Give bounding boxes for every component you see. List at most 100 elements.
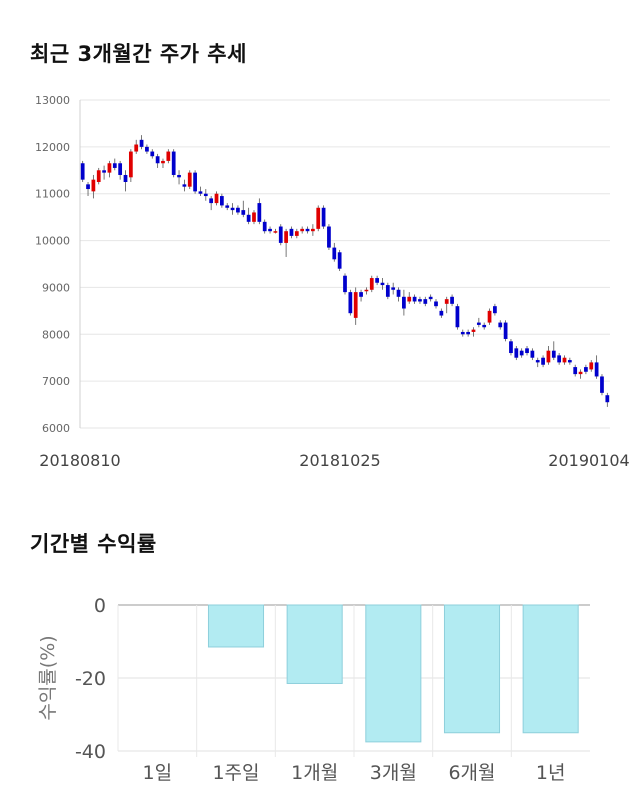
candle-body — [348, 292, 353, 314]
candle-body — [455, 306, 460, 328]
candle-body — [278, 226, 283, 243]
candle-body — [578, 371, 583, 375]
y-tick-label: 6000 — [42, 422, 70, 435]
candle-body — [594, 362, 599, 377]
candle-body — [273, 231, 278, 233]
candle-body — [503, 322, 508, 339]
candle-body — [128, 151, 133, 178]
candle-body — [444, 299, 449, 304]
candle-body — [519, 350, 524, 356]
candle-body — [530, 350, 535, 358]
candle-body — [230, 207, 235, 211]
return-bar — [207, 604, 265, 648]
candle-body — [112, 163, 117, 168]
return-bar — [286, 604, 343, 684]
candle-body — [562, 357, 567, 363]
candle-body — [166, 151, 171, 161]
candle-body — [353, 292, 358, 318]
return-bar — [365, 604, 422, 743]
candle-body — [541, 357, 545, 365]
candle-body — [471, 329, 476, 332]
candle-body — [487, 310, 492, 323]
candle-body — [327, 226, 331, 248]
candle-body — [219, 196, 224, 206]
candle-body — [203, 193, 208, 197]
candle-body — [412, 296, 417, 302]
return-bar — [522, 604, 579, 734]
candle-body — [257, 203, 262, 222]
candle-body — [332, 247, 337, 260]
y-tick-label: 12000 — [35, 141, 70, 154]
candle-body — [584, 367, 588, 372]
candle-body — [80, 163, 85, 180]
candle-body — [246, 214, 251, 222]
candle-body — [86, 184, 90, 190]
candle-body — [482, 324, 487, 328]
candle-body — [134, 144, 139, 152]
candle-body — [498, 322, 503, 328]
candle-body — [364, 289, 369, 292]
candle-body — [198, 191, 203, 194]
candle-body — [236, 207, 240, 213]
candle-body — [567, 360, 572, 363]
x-category-label: 1주일 — [212, 762, 259, 784]
candle-body — [466, 331, 471, 335]
y-tick-label: 8000 — [42, 328, 70, 341]
candle-body — [439, 310, 444, 316]
price-candlestick-chart: 6000 7000 8000 9000 10000 11000 12000 13000 2018… — [35, 94, 630, 470]
y-tick-label: 13000 — [35, 94, 70, 107]
candle-body — [289, 228, 294, 236]
candle-body — [434, 301, 438, 307]
candle-body — [375, 278, 379, 283]
candle-body — [385, 285, 390, 297]
candle-body — [589, 362, 594, 370]
candle-body — [600, 376, 604, 393]
candle-body — [396, 289, 401, 297]
price-trend-title: 최근 3개월간 주가 추세 — [30, 42, 247, 66]
candle-body — [557, 355, 562, 363]
candle-body — [428, 296, 433, 300]
candle-body — [305, 228, 310, 232]
candle-body — [525, 348, 529, 354]
y-tick-label: 7000 — [42, 375, 70, 388]
candle-body — [241, 210, 246, 215]
candle-body — [171, 151, 176, 175]
y-tick-label: 10000 — [35, 235, 70, 248]
candle-body — [96, 170, 101, 182]
candle-body — [535, 360, 540, 363]
candle-body — [284, 231, 288, 243]
candle-body — [214, 193, 219, 204]
x-date-label: 20181025 — [299, 451, 380, 470]
candle-body — [450, 296, 454, 304]
candle-body — [155, 156, 160, 164]
candle-body — [476, 322, 481, 325]
x-category-label: 1개월 — [291, 762, 338, 784]
period-returns-title: 기간별 수익률 — [30, 532, 157, 556]
candle-body — [209, 198, 214, 204]
x-category-label: 3개월 — [370, 762, 417, 784]
candle-body — [573, 367, 578, 375]
candle-body — [343, 275, 347, 293]
candle-body — [369, 278, 374, 290]
candle-body — [145, 146, 149, 152]
candle-body — [177, 174, 181, 178]
candle-body — [102, 170, 106, 173]
candle-body — [294, 231, 299, 236]
y-tick-label: 9000 — [42, 281, 70, 294]
candle-body — [193, 172, 197, 192]
candle-body — [337, 252, 342, 269]
candle-body — [107, 163, 112, 173]
candle-body — [118, 163, 123, 175]
candle-body — [300, 228, 305, 232]
candle-body — [493, 306, 497, 314]
y-tick-label: 11000 — [35, 188, 70, 201]
candle-body — [91, 179, 96, 192]
candle-body — [225, 205, 230, 208]
candle-body — [380, 282, 385, 286]
y-tick-label: -40 — [75, 741, 106, 763]
candle-body — [407, 296, 412, 302]
candle-body — [321, 207, 326, 227]
candle-body — [268, 228, 272, 232]
candle-body — [139, 139, 144, 147]
